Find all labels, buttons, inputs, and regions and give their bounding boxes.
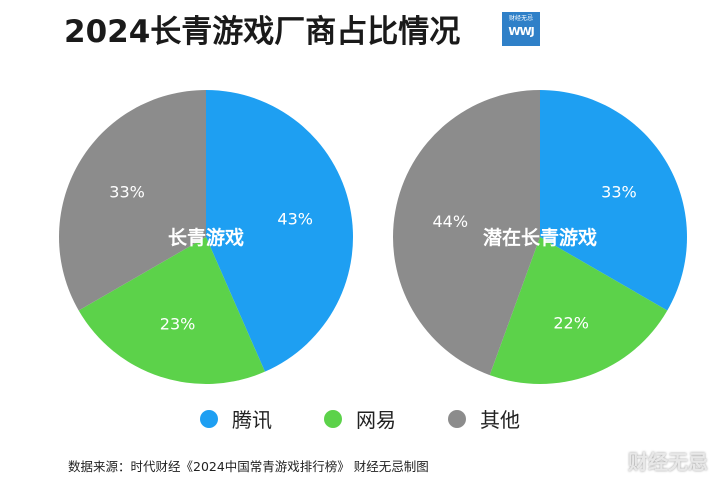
legend-swatch-other bbox=[448, 409, 466, 428]
legend-item-other: 其他 bbox=[448, 404, 520, 433]
slice-label-netease: 23% bbox=[160, 315, 196, 334]
slice-label-other: 44% bbox=[432, 212, 468, 231]
legend-label-other: 其他 bbox=[480, 408, 520, 432]
slice-label-tencent: 33% bbox=[601, 182, 637, 201]
pie-chart-1: 43% 23% 33% 长青游戏 bbox=[59, 90, 353, 384]
brand-logo: 财经无忌 WWJ bbox=[502, 12, 540, 46]
slice-label-netease: 22% bbox=[553, 314, 589, 333]
logo-top-text: 财经无忌 bbox=[508, 15, 533, 22]
legend: 腾讯 网易 其他 bbox=[0, 404, 720, 433]
slice-label-tencent: 43% bbox=[277, 209, 313, 228]
pie-slice-netease bbox=[489, 237, 668, 384]
pie-center-title: 潜在长青游戏 bbox=[483, 226, 597, 249]
logo-bottom-text: WWJ bbox=[508, 25, 534, 38]
pie-slice-tencent bbox=[206, 90, 353, 372]
legend-item-tencent: 腾讯 bbox=[200, 404, 272, 433]
legend-label-tencent: 腾讯 bbox=[232, 408, 272, 432]
slice-label-other: 33% bbox=[109, 182, 145, 201]
legend-swatch-tencent bbox=[200, 409, 218, 428]
pie-charts: 43% 23% 33% 长青游戏 33% 22% 44% 潜在长青游戏 bbox=[59, 89, 687, 384]
watermark: 财经无忌 bbox=[628, 450, 708, 474]
pie-slice-other bbox=[392, 89, 540, 376]
pie-center-title: 长青游戏 bbox=[168, 226, 244, 249]
pie-slice-tencent bbox=[540, 90, 687, 311]
source-note: 数据来源：时代财经《2024中国常青游戏排行榜》 财经无忌制图 bbox=[68, 459, 429, 474]
legend-item-netease: 网易 bbox=[324, 404, 396, 433]
pie-slice-netease bbox=[78, 237, 265, 384]
legend-swatch-netease bbox=[324, 409, 342, 428]
pie-chart-2: 33% 22% 44% 潜在长青游戏 bbox=[392, 89, 687, 384]
pie-slice-other bbox=[59, 90, 206, 311]
chart-title: 2024长青游戏厂商占比情况 bbox=[64, 14, 461, 50]
legend-label-netease: 网易 bbox=[356, 408, 396, 432]
